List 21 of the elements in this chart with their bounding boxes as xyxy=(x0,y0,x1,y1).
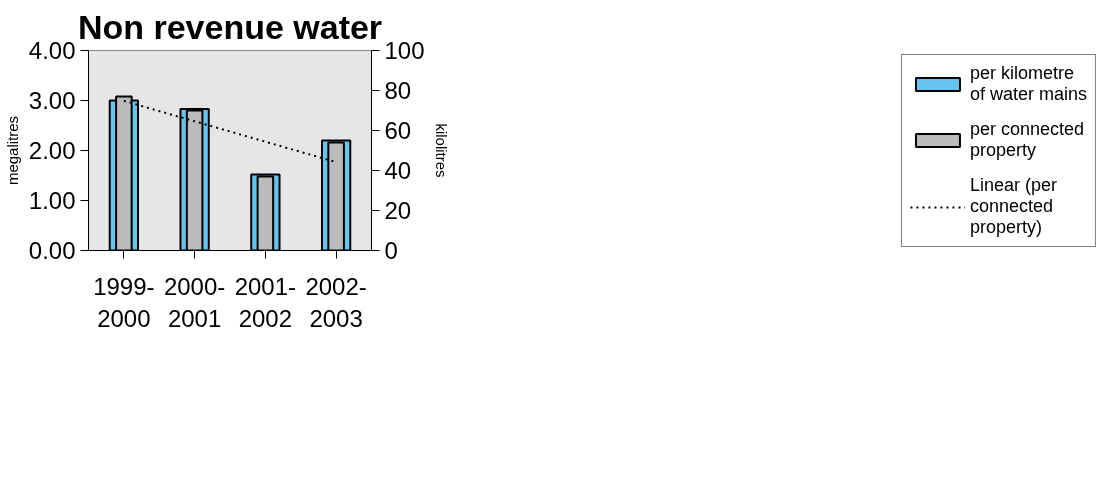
y2-tick-label: 80 xyxy=(384,77,412,104)
y-axis-title: megalitres xyxy=(3,115,21,186)
y2-tick-label: 40 xyxy=(384,157,412,184)
x-tick-label: 1999-2000 xyxy=(93,272,155,332)
legend-label: Linear (per connected property) xyxy=(969,175,1057,238)
y2-axis-title: kilolitres xyxy=(432,123,450,178)
legend-label: per kilometre of water mains xyxy=(969,63,1087,105)
y-tick-label: 4.00 xyxy=(28,37,76,64)
y-tick-label: 2.00 xyxy=(28,137,76,164)
y2-tick-label: 100 xyxy=(384,37,425,64)
y2-tick-label: 0 xyxy=(384,237,398,264)
x-tick-label: 2000-2001 xyxy=(163,272,226,332)
x-tick-label: 2002-2003 xyxy=(305,272,367,332)
chart-title: Non revenue water xyxy=(77,7,383,46)
legend-label: per connected property xyxy=(969,119,1085,161)
y2-tick-label: 60 xyxy=(384,117,412,144)
y-tick-label: 3.00 xyxy=(28,87,76,114)
x-tick-label: 2001-2002 xyxy=(234,272,297,332)
y2-tick-label: 20 xyxy=(384,197,412,224)
y-tick-label: 1.00 xyxy=(28,187,76,214)
y-tick-label: 0.00 xyxy=(28,237,76,264)
